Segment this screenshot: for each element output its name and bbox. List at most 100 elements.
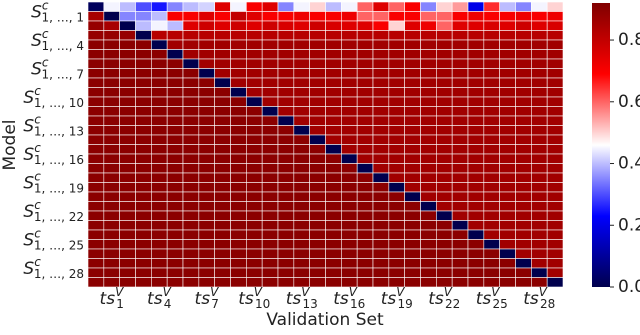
heatmap-cell — [515, 125, 532, 136]
heatmap-cell — [309, 11, 326, 22]
x-tick-label: tsV 10 — [238, 285, 270, 311]
heatmap-cell — [420, 115, 437, 126]
heatmap-cell — [198, 30, 215, 41]
heatmap-cell — [103, 30, 120, 41]
heatmap-cell — [546, 172, 564, 183]
heatmap-cell — [483, 134, 500, 145]
heatmap-cell — [277, 96, 295, 107]
heatmap-cell — [293, 248, 310, 259]
heatmap-cell — [261, 39, 279, 50]
heatmap-cell — [246, 87, 263, 98]
heatmap-cell — [151, 163, 168, 174]
heatmap-cell — [356, 182, 374, 193]
heatmap-cell — [515, 201, 532, 212]
heatmap-cell — [246, 134, 263, 145]
y-tick-label-sup: c — [42, 0, 49, 12]
heatmap-cell — [277, 182, 295, 193]
y-tick-label-main: S — [31, 31, 42, 51]
heatmap-cell — [119, 1, 136, 12]
heatmap-cell — [499, 134, 516, 145]
heatmap-cell — [246, 163, 263, 174]
heatmap-cell — [119, 201, 136, 212]
heatmap-cell — [436, 134, 453, 145]
heatmap-cell — [436, 96, 453, 107]
heatmap-cell — [546, 163, 564, 174]
y-tick-label: Sc 1, …, 7 — [31, 55, 84, 81]
heatmap-cell — [356, 239, 374, 250]
heatmap-cell — [515, 267, 532, 278]
x-tick-label-sup: V — [396, 285, 405, 299]
heatmap-cell — [277, 239, 295, 250]
heatmap-cell — [119, 229, 136, 240]
heatmap-cell — [420, 182, 437, 193]
heatmap-cell — [246, 191, 263, 202]
heatmap-cell — [356, 210, 374, 221]
y-tick-label-sub: 1, …, 13 — [34, 124, 84, 138]
heatmap-cell — [293, 49, 310, 60]
heatmap-cell — [325, 49, 342, 60]
heatmap-cell — [135, 267, 152, 278]
heatmap-cell — [356, 229, 374, 240]
heatmap-cell — [182, 144, 200, 155]
heatmap-cell — [87, 144, 105, 155]
heatmap-cell — [214, 229, 231, 240]
heatmap-cell — [467, 96, 485, 107]
heatmap-cell — [166, 153, 184, 164]
heatmap-cell — [499, 182, 516, 193]
heatmap-cell — [467, 201, 485, 212]
heatmap-cell — [467, 39, 485, 50]
heatmap-cell — [261, 153, 279, 164]
heatmap-cell — [356, 258, 374, 269]
heatmap-cell — [135, 191, 152, 202]
heatmap-cell — [372, 277, 390, 288]
heatmap-cell — [151, 144, 168, 155]
heatmap-cell — [404, 201, 421, 212]
heatmap-cell — [87, 191, 105, 202]
heatmap-cell — [372, 163, 390, 174]
heatmap-cell — [483, 115, 500, 126]
heatmap-cell — [404, 68, 421, 79]
heatmap-cell — [372, 191, 390, 202]
x-tick-label-main: ts — [476, 289, 492, 309]
heatmap-cell — [277, 68, 295, 79]
heatmap-cell — [436, 191, 453, 202]
heatmap-cell — [182, 191, 200, 202]
heatmap-cell — [87, 87, 105, 98]
heatmap-cell — [436, 1, 453, 12]
heatmap-cell — [246, 229, 263, 240]
heatmap-cell — [499, 68, 516, 79]
heatmap-cell — [341, 20, 358, 31]
heatmap-cell — [483, 182, 500, 193]
heatmap-cell — [103, 220, 120, 231]
heatmap-cell — [341, 68, 358, 79]
heatmap-cell — [325, 11, 342, 22]
heatmap-cell — [467, 277, 485, 288]
x-tick-label-sub: 19 — [397, 297, 412, 311]
heatmap-cell — [103, 201, 120, 212]
heatmap-cell — [261, 30, 279, 41]
heatmap-cell — [436, 229, 453, 240]
heatmap-cell — [420, 87, 437, 98]
heatmap-cell — [166, 267, 184, 278]
x-tick-label: tsV 22 — [428, 285, 460, 311]
heatmap-cell — [214, 1, 231, 12]
heatmap-cell — [436, 153, 453, 164]
heatmap-cell — [309, 1, 326, 12]
heatmap-cell — [198, 144, 215, 155]
heatmap-cell — [467, 11, 485, 22]
y-tick-label: Sc 1, …, 16 — [23, 140, 84, 166]
heatmap-cell — [214, 106, 231, 117]
heatmap-cell — [467, 210, 485, 221]
heatmap-cell — [135, 144, 152, 155]
heatmap-cell — [261, 258, 279, 269]
heatmap-cell — [388, 144, 405, 155]
heatmap-cell — [546, 239, 564, 250]
heatmap-cell — [420, 191, 437, 202]
heatmap-cell — [356, 153, 374, 164]
heatmap-cell — [436, 11, 453, 22]
heatmap-cell — [420, 11, 437, 22]
heatmap-cell — [420, 30, 437, 41]
x-tick-label-main: ts — [428, 289, 444, 309]
heatmap-cell — [356, 106, 374, 117]
